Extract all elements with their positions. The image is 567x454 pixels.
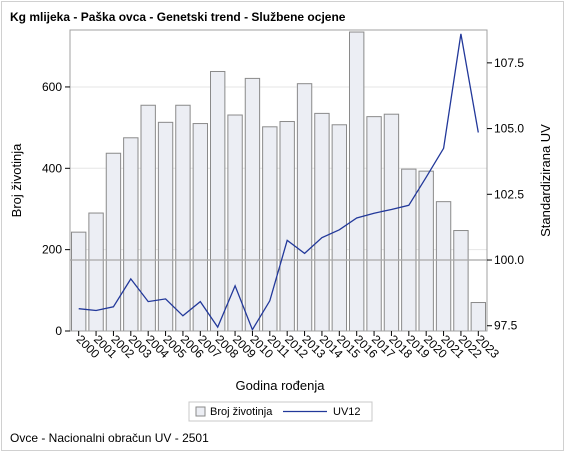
y2-tick-label: 102.5 xyxy=(494,187,524,201)
bar xyxy=(140,104,156,332)
bar xyxy=(314,112,330,332)
bar xyxy=(279,121,295,332)
bar xyxy=(401,168,417,332)
y2-tick-label: 100.0 xyxy=(494,253,524,267)
bar xyxy=(383,113,400,332)
x-axis-title: Godina rođenja xyxy=(236,378,326,393)
legend-box xyxy=(188,401,373,422)
y-tick-label: 0 xyxy=(55,324,62,338)
bar xyxy=(470,302,486,332)
legend-label-line: UV12 xyxy=(333,406,361,418)
y-tick-label: 200 xyxy=(42,243,62,257)
bar xyxy=(123,137,139,332)
y2-tick-label: 105.0 xyxy=(494,122,524,136)
legend-label-bar: Broj životinja xyxy=(210,406,273,418)
footnote: Ovce - Nacionalni obračun UV - 2501 xyxy=(10,431,209,445)
bar xyxy=(366,116,382,332)
plot-area-border xyxy=(69,29,488,332)
y2-tick-label: 107.5 xyxy=(494,56,524,70)
y-tick-label: 400 xyxy=(42,161,62,175)
legend-swatch-bar xyxy=(195,406,206,417)
bar xyxy=(296,83,313,332)
y-axis-title: Broj životinja xyxy=(9,143,24,217)
bar xyxy=(192,123,208,332)
bar xyxy=(453,230,469,332)
bar xyxy=(418,170,434,332)
uv12-line xyxy=(78,33,479,332)
y2-axis-title: Standardizirana UV xyxy=(538,124,553,237)
bar xyxy=(331,124,347,332)
y2-tick-label: 97.5 xyxy=(494,319,518,333)
chart-title: Kg mlijeka - Paška ovca - Genetski trend… xyxy=(10,10,346,24)
bar xyxy=(105,152,122,332)
bar xyxy=(210,70,226,332)
bar xyxy=(88,212,104,332)
bar xyxy=(435,201,452,332)
bar xyxy=(175,104,191,332)
bar xyxy=(244,77,261,332)
bar xyxy=(349,31,365,332)
y-tick-label: 600 xyxy=(42,80,62,94)
bar xyxy=(71,231,87,332)
